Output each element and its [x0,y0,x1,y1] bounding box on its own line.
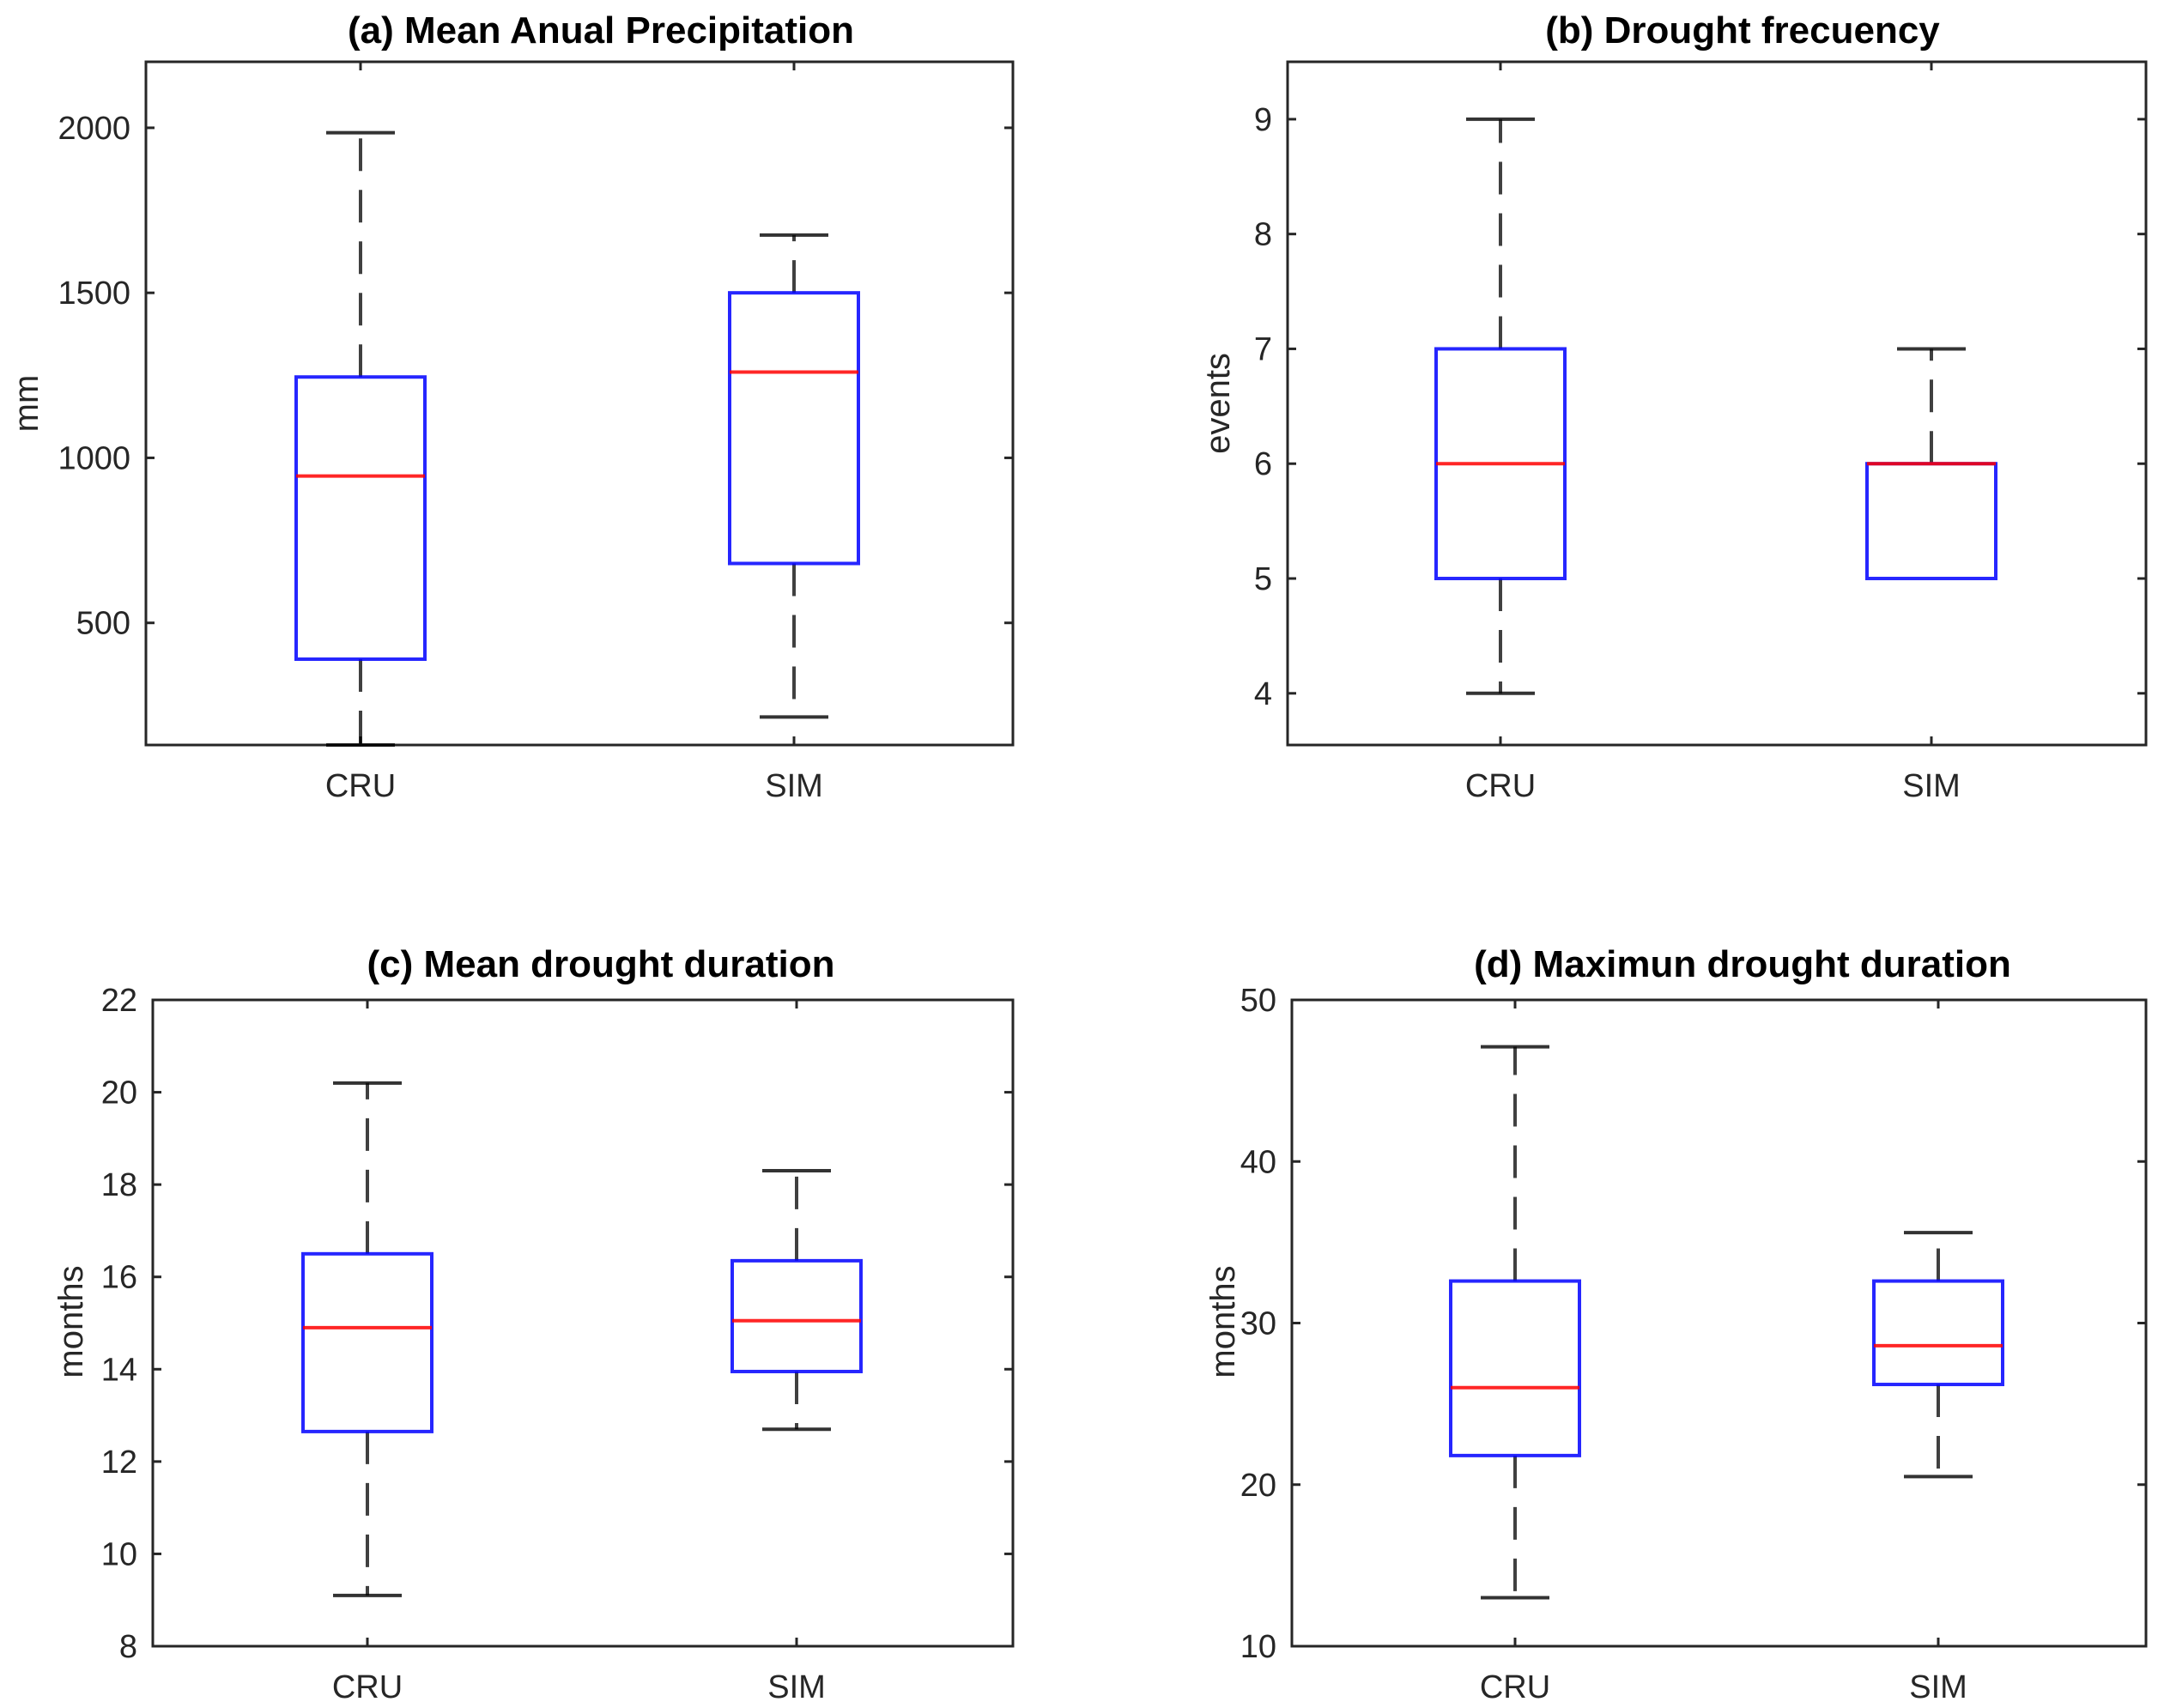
panel-a-ytick-label-0: 500 [76,606,130,642]
panel-c-xtick-sim: SIM [767,1669,826,1705]
panel-a-xtick-sim: SIM [765,768,823,804]
panel-c-ytick-label-4: 16 [101,1260,137,1296]
panel-d-title: (d) Maximun drought duration [1474,943,2011,985]
panel-a-cru-box [294,375,427,662]
panel-c: (c) Mean drought duration months CRU SIM… [52,943,1015,1705]
panel-d-ytick-label-1: 20 [1240,1468,1276,1504]
panel-c-ytick-label-6: 20 [101,1075,137,1111]
panel-b-sim-box [1865,462,1997,581]
panel-c-xtick-cru: CRU [332,1669,403,1705]
panel-a-ylabel: mm [8,375,45,433]
panel-d-ytick-label-2: 30 [1240,1306,1276,1342]
panel-d-sim-box [1872,1279,2004,1387]
panel-b: (b) Drought frecuency events CRU SIM 4 5 6… [1199,9,2148,804]
panel-c-sim-box [730,1258,863,1373]
panel-c-ytick-label-1: 10 [101,1536,137,1572]
panel-c-ytick-label-2: 12 [101,1445,137,1481]
panel-c-ytick-label-5: 18 [101,1167,137,1203]
panel-b-xtick-cru: CRU [1465,768,1536,804]
panel-b-ytick-label-2: 6 [1254,446,1272,482]
panel-b-ytick-label-5: 9 [1254,102,1272,138]
panel-a-sim-box [728,291,860,566]
panel-d-ytick-label-3: 40 [1240,1144,1276,1180]
panel-a-ytick-label-3: 2000 [58,111,130,147]
panel-b-ytick-label-3: 7 [1254,331,1272,367]
panel-b-xtick-sim: SIM [1902,768,1961,804]
panel-b-axes-frame [1286,60,2148,747]
panel-d-xtick-cru: CRU [1480,1669,1550,1705]
panel-d-ytick-label-4: 50 [1240,983,1276,1019]
panel-a: (a) Mean Anual Precipitation mm CRU SIM … [8,9,1015,804]
panel-a-xtick-cru: CRU [325,768,396,804]
panel-d: (d) Maximun drought duration months CRU … [1204,943,2148,1705]
panel-a-title: (a) Mean Anual Precipitation [348,9,854,51]
panel-a-ytick-label-1: 1000 [58,440,130,476]
panel-a-ytick-label-2: 1500 [58,276,130,312]
panel-b-ytick-label-4: 8 [1254,217,1272,253]
panel-b-ytick-label-1: 5 [1254,561,1272,597]
panel-c-title: (c) Mean drought duration [367,943,834,985]
panel-b-title: (b) Drought frecuency [1545,9,1940,51]
panel-d-ytick-label-0: 10 [1240,1629,1276,1665]
panel-c-cru-box [301,1251,433,1433]
panel-d-xtick-sim: SIM [1909,1669,1967,1705]
panel-b-ytick-label-0: 4 [1254,676,1272,712]
panel-b-ylabel: events [1199,353,1237,454]
panel-c-ytick-label-7: 22 [101,983,137,1019]
panel-c-ylabel: months [52,1265,90,1378]
panel-c-axes-frame [151,998,1015,1648]
panel-c-ytick-label-0: 8 [119,1629,137,1665]
panel-d-cru-box [1449,1279,1581,1457]
panel-d-ylabel: months [1204,1265,1242,1378]
panel-c-ytick-label-3: 14 [101,1352,137,1388]
panel-a-axes-frame [144,60,1015,747]
